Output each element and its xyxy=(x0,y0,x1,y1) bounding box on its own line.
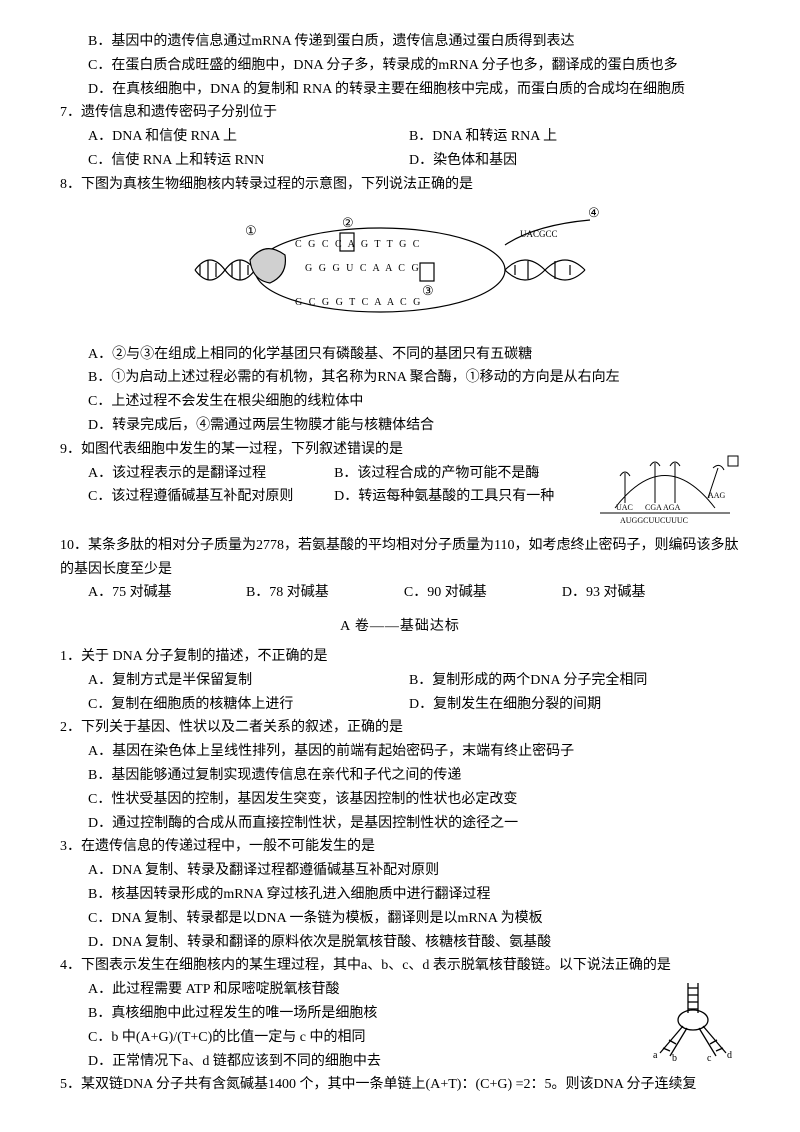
a4-A: A．此过程需要 ATP 和尿嘧啶脱氧核苷酸 xyxy=(60,978,740,1002)
q7-options: A．DNA 和信使 RNA 上 B．DNA 和转运 RNA 上 C．信使 RNA… xyxy=(60,125,740,173)
q8-label-4: ④ xyxy=(588,205,600,220)
q8-label-1: ① xyxy=(245,223,257,238)
q8-seq-mid: G G G U C A A C G xyxy=(305,263,421,274)
a3-D: D．DNA 复制、转录和翻译的原料依次是脱氧核苷酸、核糖核苷酸、氨基酸 xyxy=(60,931,740,955)
pre-opt-b: B．基因中的遗传信息通过mRNA 传递到蛋白质，遗传信息通过蛋白质得到表达 xyxy=(60,30,740,54)
q10-D: D．93 对碱基 xyxy=(562,581,712,605)
pre-opt-c: C．在蛋白质合成旺盛的细胞中，DNA 分子多，转录成的mRNA 分子也多，翻译成… xyxy=(60,54,740,78)
a1-B: B．复制形成的两个DNA 分子完全相同 xyxy=(409,669,722,693)
q9-diagram: UAC CGA AGA AAG AUGGCUUCUUUC xyxy=(590,438,740,528)
a2-C: C．性状受基因的控制，基因发生突变，该基因控制的性状也必定改变 xyxy=(60,788,740,812)
q10-stem: 10．某条多肽的相对分子质量为2778，若氨基酸的平均相对分子质量为110，如考… xyxy=(60,534,740,582)
q10-A: A．75 对碱基 xyxy=(88,581,238,605)
a1-A: A．复制方式是半保留复制 xyxy=(88,669,401,693)
q7-D: D．染色体和基因 xyxy=(409,149,722,173)
a4-D: D．正常情况下a、d 链都应该到不同的细胞中去 xyxy=(60,1050,740,1074)
a4-lbl-b: b xyxy=(672,1053,677,1063)
q8-C: C．上述过程不会发生在根尖细胞的线粒体中 xyxy=(60,390,740,414)
a3-B: B．核基因转录形成的mRNA 穿过核孔进入细胞质中进行翻译过程 xyxy=(60,883,740,907)
q10-B: B．78 对碱基 xyxy=(246,581,396,605)
a4-stem: 4．下图表示发生在细胞核内的某生理过程，其中a、b、c、d 表示脱氧核苷酸链。以… xyxy=(60,954,740,978)
q7-stem: 7．遗传信息和遗传密码子分别位于 xyxy=(60,101,740,125)
q9-mrna: AUGGCUUCUUUC xyxy=(620,516,688,525)
q10-options: A．75 对碱基 B．78 对碱基 C．90 对碱基 D．93 对碱基 xyxy=(60,581,740,605)
a1-options: A．复制方式是半保留复制 B．复制形成的两个DNA 分子完全相同 C．复制在细胞… xyxy=(60,669,740,717)
a3-C: C．DNA 复制、转录都是以DNA 一条链为模板，翻译则是以mRNA 为模板 xyxy=(60,907,740,931)
a4-lbl-a: a xyxy=(653,1050,658,1061)
a3-stem: 3．在遗传信息的传递过程中，一般不可能发生的是 xyxy=(60,835,740,859)
a4-lbl-c: c xyxy=(707,1053,712,1063)
q7-C: C．信使 RNA 上和转运 RNN xyxy=(88,149,401,173)
q9-C: C．该过程遵循碱基互补配对原则 xyxy=(88,485,326,509)
q8-stem: 8．下图为真核生物细胞核内转录过程的示意图，下列说法正确的是 xyxy=(60,173,740,197)
a4-C: C．b 中(A+G)/(T+C)的比值一定与 c 中的相同 xyxy=(60,1026,740,1050)
q8-label-3: ③ xyxy=(422,283,434,298)
a1-C: C．复制在细胞质的核糖体上进行 xyxy=(88,693,401,717)
a1-D: D．复制发生在细胞分裂的间期 xyxy=(409,693,722,717)
q10-C: C．90 对碱基 xyxy=(404,581,554,605)
q9-codon-1: UAC xyxy=(616,503,633,512)
a2-B: B．基因能够通过复制实现遗传信息在亲代和子代之间的传递 xyxy=(60,764,740,788)
a5-stem: 5．某双链DNA 分子共有含氮碱基1400 个，其中一条单链上(A+T)：(C+… xyxy=(60,1073,740,1097)
a3-A: A．DNA 复制、转录及翻译过程都遵循碱基互补配对原则 xyxy=(60,859,740,883)
a4-diagram: a b c d xyxy=(645,978,740,1063)
q8-seq-top: C G C C A G T T G C xyxy=(295,239,421,250)
q9-D: D．转运每种氨基酸的工具只有一种 xyxy=(334,485,572,509)
a2-stem: 2．下列关于基因、性状以及二者关系的叙述，正确的是 xyxy=(60,716,740,740)
q8-A: A．②与③在组成上相同的化学基团只有磷酸基、不同的基团只有五碳糖 xyxy=(60,343,740,367)
q9-codon-3: AAG xyxy=(708,491,726,500)
q8-D: D．转录完成后，④需通过两层生物膜才能与核糖体结合 xyxy=(60,414,740,438)
a4-lbl-d: d xyxy=(727,1050,732,1061)
a2-A: A．基因在染色体上呈线性排列，基因的前端有起始密码子，末端有终止密码子 xyxy=(60,740,740,764)
q7-B: B．DNA 和转运 RNA 上 xyxy=(409,125,722,149)
a4-B: B．真核细胞中此过程发生的唯一场所是细胞核 xyxy=(60,1002,740,1026)
q8-seq-right: UACGCC xyxy=(520,229,558,239)
a1-stem: 1．关于 DNA 分子复制的描述，不正确的是 xyxy=(60,645,740,669)
q9-codon-2: CGA AGA xyxy=(645,503,681,512)
q9-options: A．该过程表示的是翻译过程 B．该过程合成的产物可能不是酶 C．该过程遵循碱基互… xyxy=(60,462,584,510)
q9-B: B．该过程合成的产物可能不是酶 xyxy=(334,462,572,486)
q8-B: B．①为启动上述过程必需的有机物，其名称为RNA 聚合酶，①移动的方向是从右向左 xyxy=(60,366,740,390)
q8-diagram: ① ② ③ ④ C G C C A G T T G C G G G U C A … xyxy=(60,205,740,335)
q7-A: A．DNA 和信使 RNA 上 xyxy=(88,125,401,149)
a2-D: D．通过控制酶的合成从而直接控制性状，是基因控制性状的途径之一 xyxy=(60,812,740,836)
q8-seq-bot: G C G G T C A A C G xyxy=(295,297,422,308)
pre-opt-d: D．在真核细胞中，DNA 的复制和 RNA 的转录主要在细胞核中完成，而蛋白质的… xyxy=(60,78,740,102)
q8-label-2: ② xyxy=(342,215,354,230)
section-title: A 卷——基础达标 xyxy=(60,615,740,639)
q9-A: A．该过程表示的是翻译过程 xyxy=(88,462,326,486)
